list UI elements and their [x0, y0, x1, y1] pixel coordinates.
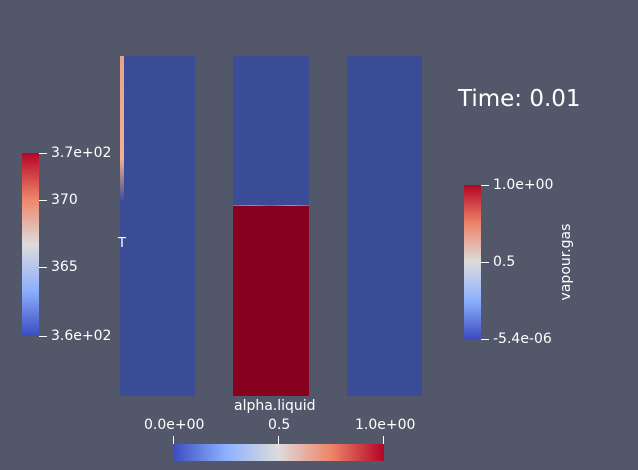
temperature-tick-label: 370: [51, 192, 78, 208]
hot-wall-strip: [120, 56, 124, 202]
alpha-liquid-colorbar-title: alpha.liquid: [234, 398, 316, 414]
temperature-field-panel: [120, 56, 195, 396]
vapour-gas-tick-mark: [481, 339, 489, 340]
vapour-gas-tick-mark: [481, 262, 489, 263]
temperature-colorbar-title: T: [118, 236, 126, 251]
vapour-gas-tick-mark: [481, 185, 489, 186]
alpha-liquid-tick-label: 0.0e+00: [144, 417, 205, 433]
vapour-gas-tick-label: 1.0e+00: [493, 177, 554, 193]
temperature-tick-label: 3.7e+02: [51, 145, 112, 161]
temperature-tick-mark: [39, 336, 47, 337]
temperature-tick-label: 3.6e+02: [51, 328, 112, 344]
alpha-liquid-tick-mark: [278, 436, 279, 444]
time-annotation: Time: 0.01: [458, 86, 581, 112]
alpha-liquid-field-panel: [233, 56, 309, 396]
alpha-liquid-tick-mark: [383, 436, 384, 444]
temperature-color-gradient: [22, 153, 39, 336]
vapour-gas-tick-label: 0.5: [493, 254, 516, 270]
alpha-liquid-tick-label: 1.0e+00: [355, 417, 416, 433]
temperature-tick-mark: [39, 153, 47, 154]
vapour-gas-field-panel: [347, 56, 422, 396]
vapour-gas-tick-label: -5.4e-06: [493, 331, 552, 347]
alpha-liquid-color-gradient: [173, 444, 384, 461]
temperature-tick-mark: [39, 200, 47, 201]
vapour-gas-colorbar-title: vapour.gas: [558, 223, 574, 301]
liquid-column: [233, 206, 309, 396]
vapour-gas-color-gradient: [464, 185, 481, 339]
temperature-tick-mark: [39, 267, 47, 268]
temperature-tick-label: 365: [51, 259, 78, 275]
alpha-liquid-tick-label: 0.5: [268, 417, 291, 433]
alpha-liquid-tick-mark: [173, 436, 174, 444]
